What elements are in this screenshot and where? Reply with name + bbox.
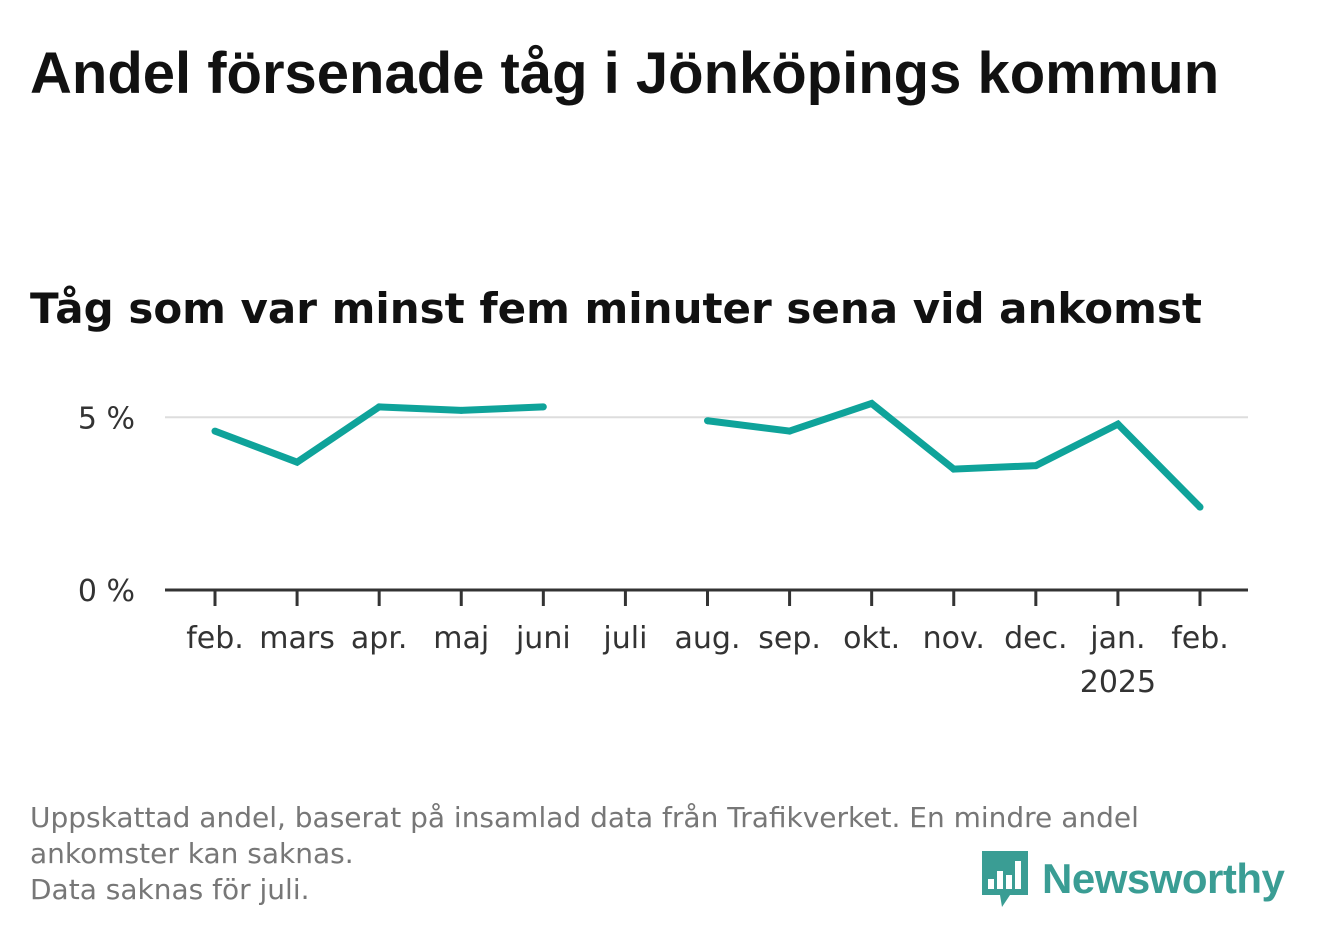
y-tick-label: 5 %	[78, 401, 135, 436]
series-line	[213, 403, 544, 467]
data-point	[786, 427, 794, 435]
footnote-missing-data: Data saknas för juli.	[30, 873, 310, 906]
data-point	[457, 406, 465, 414]
footnote: Uppskattad andel, baserat på insamlad da…	[30, 800, 1280, 908]
data-point	[375, 403, 383, 411]
x-tick-label: dec.	[1004, 621, 1068, 656]
footnote-source: Uppskattad andel, baserat på insamlad da…	[30, 801, 1139, 870]
x-tick-label: okt.	[843, 621, 900, 656]
data-point	[293, 458, 301, 466]
data-point	[1114, 420, 1122, 428]
x-tick-label: apr.	[351, 621, 408, 656]
x-tick-label: maj	[433, 621, 489, 656]
data-point	[211, 427, 219, 435]
x-tick-label: juli	[602, 621, 647, 656]
data-point	[704, 417, 711, 425]
y-tick-label: 0 %	[78, 574, 135, 609]
chart-title: Andel försenade tåg i Jönköpings kommun	[30, 41, 1220, 106]
x-tick-label: mars	[259, 621, 335, 656]
line-chart: 0 % 5 % feb. mars apr. maj juni juli aug. sep. okt…	[78, 399, 1248, 700]
x-tick-label: aug.	[675, 621, 741, 656]
x-tick-label: feb.	[1171, 621, 1229, 656]
data-point	[950, 465, 958, 473]
data-point	[539, 403, 547, 411]
data-point	[868, 399, 876, 407]
chart-subtitle: Tåg som var minst fem minuter sena vid a…	[30, 284, 1202, 333]
brand-name: Newsworthy	[1042, 855, 1285, 902]
newsworthy-chart-bubble-icon	[982, 851, 1028, 907]
series-line	[707, 399, 1203, 510]
data-point	[1032, 462, 1040, 470]
newsworthy-logo: Newsworthy	[980, 848, 1285, 910]
x-tick-label: jan.	[1089, 621, 1145, 656]
x-tick-label: feb.	[186, 621, 244, 656]
x-tick-label: sep.	[758, 621, 821, 656]
data-point	[1196, 503, 1204, 511]
x-tick-year-label: 2025	[1080, 665, 1156, 700]
x-tick-label: nov.	[923, 621, 985, 656]
x-tick-label: juni	[515, 621, 571, 656]
